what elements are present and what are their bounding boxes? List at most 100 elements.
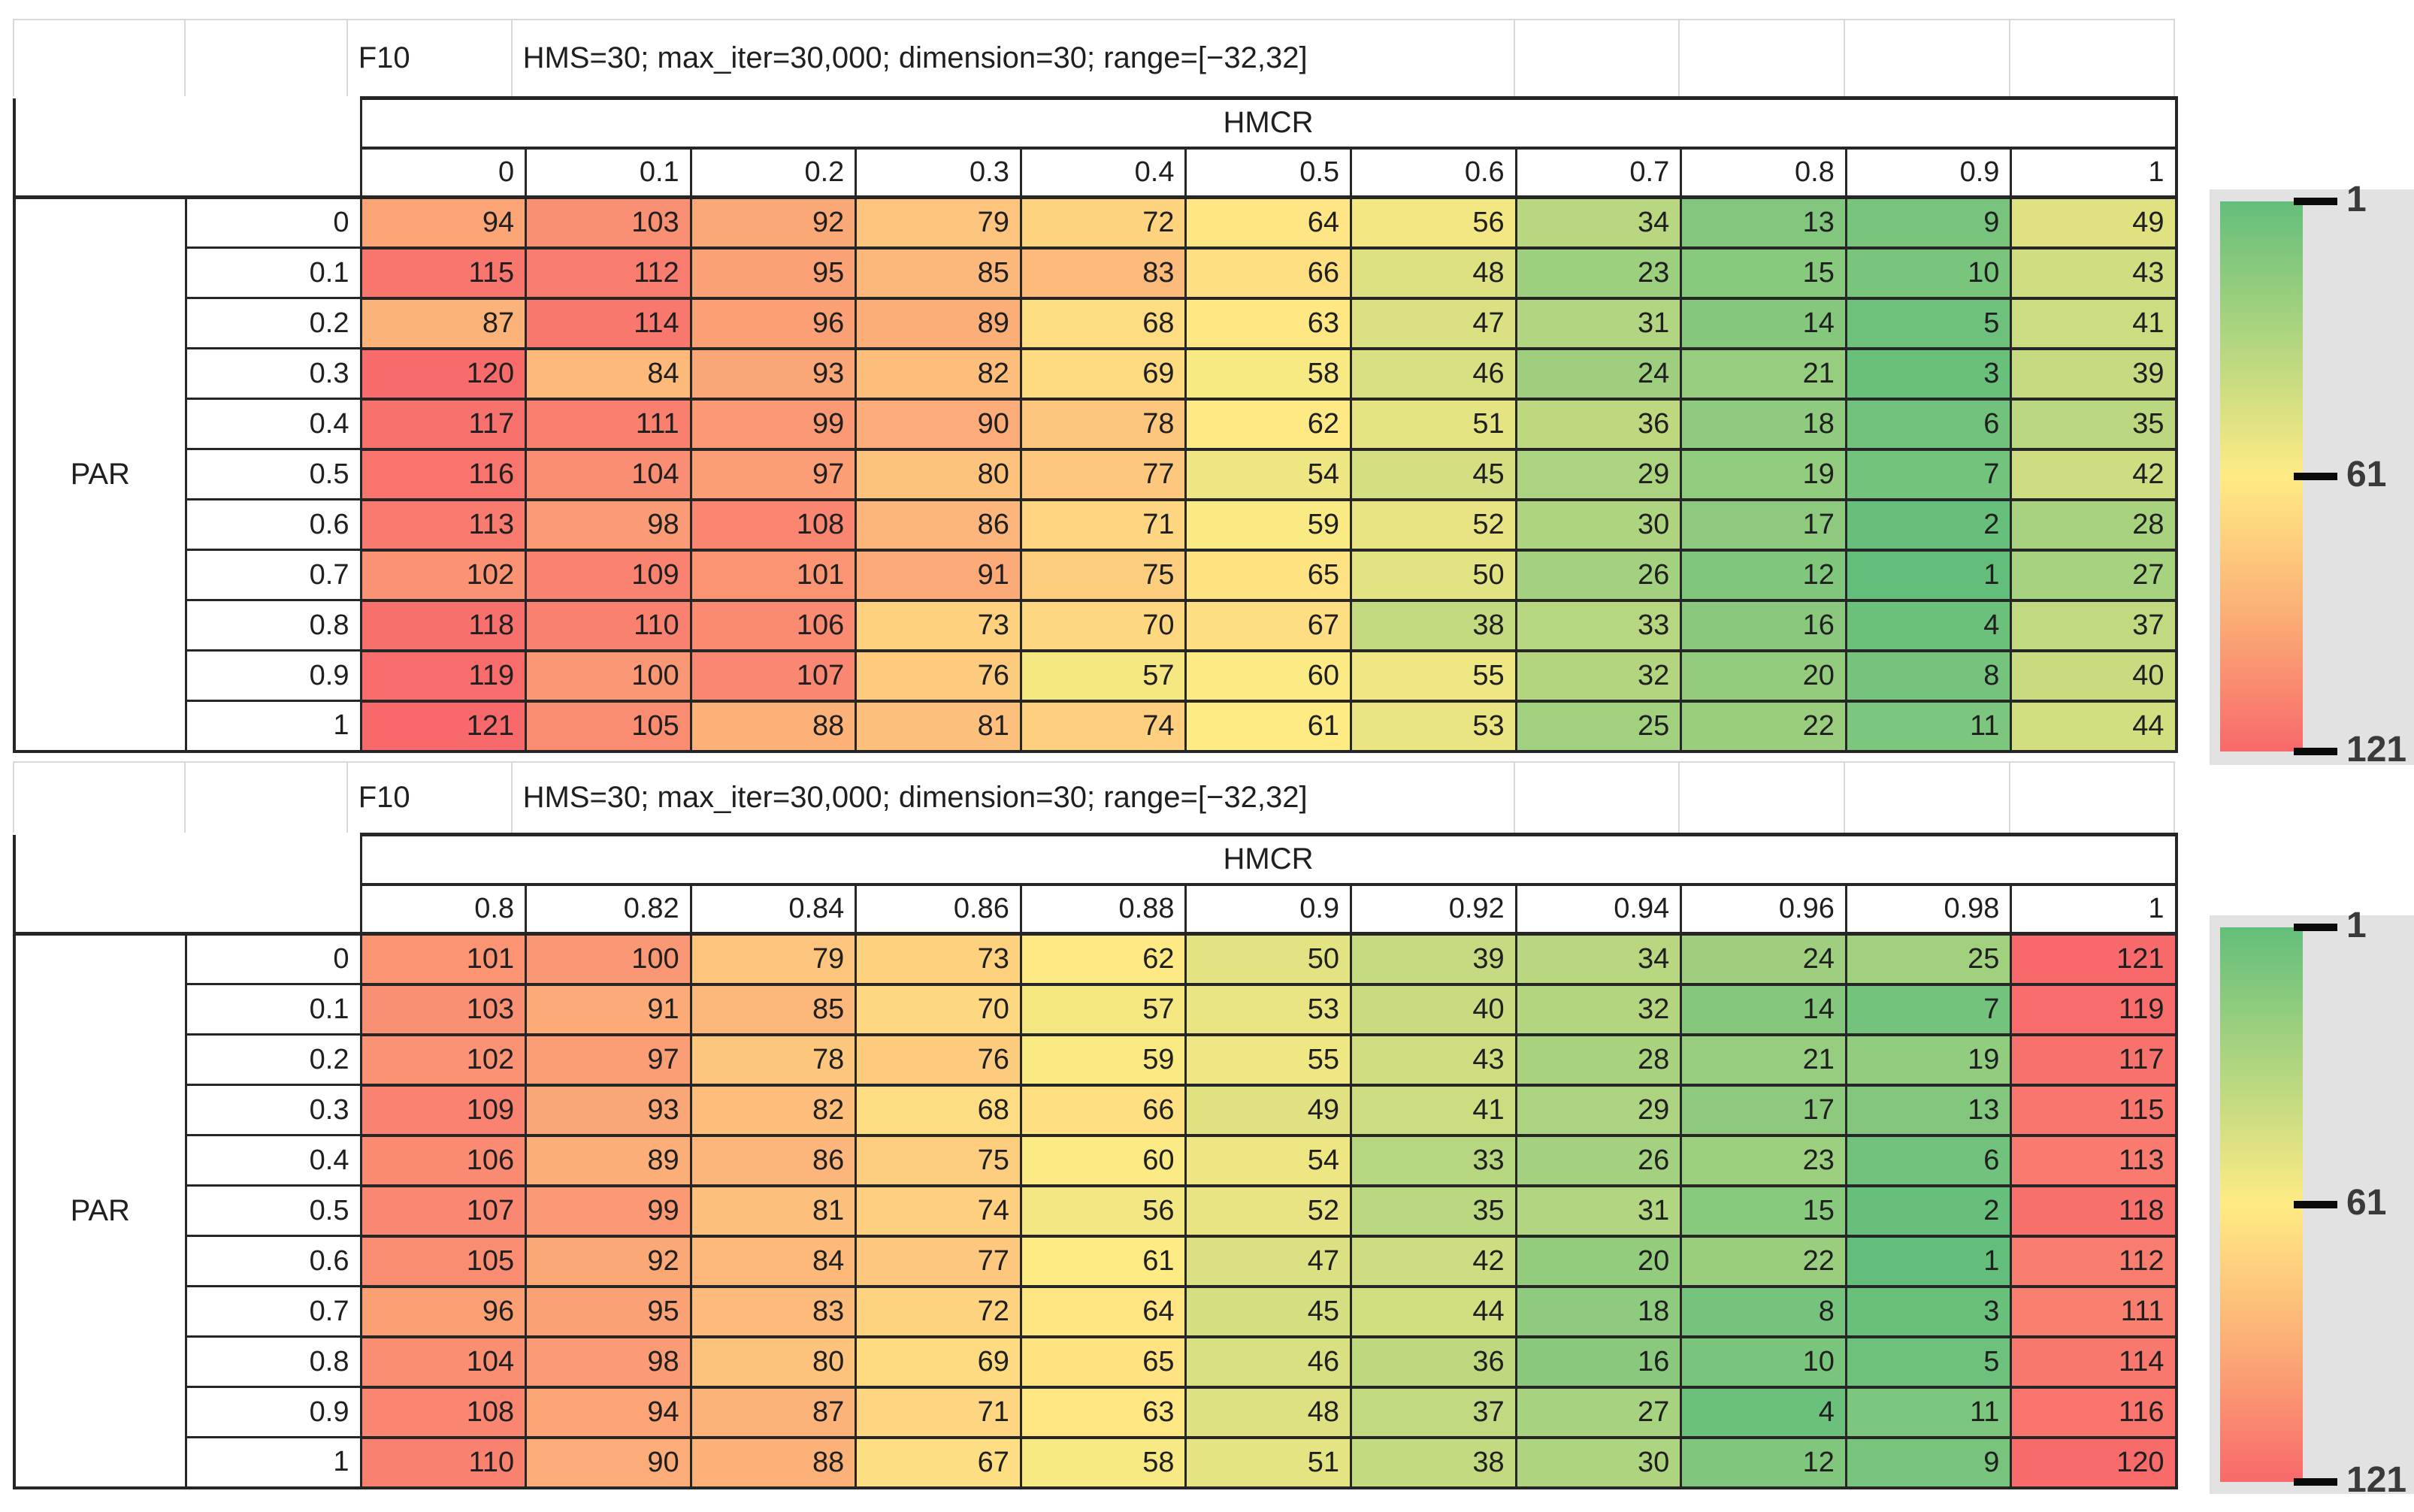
heatmap-cell: 25 [1844,932,2013,986]
heatmap-cell: 75 [1019,548,1187,602]
col-header: 0.2 [689,147,858,199]
heatmap-cell: 11 [1844,699,2013,753]
table-title-band-2: F10 HMS=30; max_iter=30,000; dimension=3… [13,761,2176,833]
heatmap-cell: 21 [1680,346,1847,401]
heatmap-cell: 93 [689,346,858,401]
heatmap-cell: 13 [1680,195,1847,249]
gradient-bar [2220,927,2303,1482]
row-header: 0.5 [184,1184,362,1237]
col-header: 0.4 [1019,147,1187,199]
heatmap-cell: 45 [1184,1284,1353,1338]
heatmap-cell: 76 [855,649,1022,703]
heatmap-cell: 67 [1184,598,1353,652]
heatmap-cell: 65 [1019,1335,1187,1389]
row-header: 0.3 [184,347,362,400]
heatmap-cell: 30 [1514,1435,1683,1489]
heatmap-cell: 111 [2010,1284,2178,1338]
heatmap-cell: 77 [1019,447,1187,501]
heatmap-cell: 24 [1514,346,1683,401]
heatmap-cell: 71 [1019,497,1187,552]
col-header: 0.96 [1680,883,1847,936]
heatmap-cell: 104 [359,1335,528,1389]
heatmap-cell: 66 [1019,1083,1187,1137]
heatmap-cell: 37 [1350,1385,1517,1439]
heatmap-cell: 56 [1350,195,1517,249]
heatmap-cell: 79 [855,195,1022,249]
heatmap-cell: 40 [1350,982,1517,1036]
heatmap-cell: 92 [525,1234,692,1288]
heatmap-table-2: HMCR 0.8 0.82 0.84 0.86 0.88 0.9 0.92 0.94 0.96 0.… [13,833,2178,1489]
row-header: 0.7 [184,1285,362,1338]
heatmap-cell: 109 [525,548,692,602]
hmcr-axis-title: HMCR [359,96,2178,150]
col-header: 0 [359,147,528,199]
heatmap-cell: 89 [525,1133,692,1187]
heatmap-cell: 96 [359,1284,528,1338]
heatmap-cell: 20 [1680,649,1847,703]
heatmap-cell: 36 [1350,1335,1517,1389]
heatmap-cell: 20 [1514,1234,1683,1288]
heatmap-cell: 21 [1680,1033,1847,1087]
tick-label: 61 [2346,455,2387,494]
row-header: 0 [184,933,362,985]
heatmap-cell: 63 [1184,296,1353,350]
heatmap-cell: 55 [1350,649,1517,703]
heatmap-cell: 116 [359,447,528,501]
heatmap-cell: 78 [689,1033,858,1087]
heatmap-cell: 45 [1350,447,1517,501]
heatmap-cell: 92 [689,195,858,249]
heatmap-cell: 97 [525,1033,692,1087]
corner-cell [13,834,362,936]
heatmap-cell: 113 [359,497,528,552]
heatmap-cell: 1 [1844,1234,2013,1288]
heatmap-cell: 77 [855,1234,1022,1288]
heatmap-cell: 34 [1514,195,1683,249]
heatmap-cell: 29 [1514,447,1683,501]
heatmap-cell: 38 [1350,1435,1517,1489]
heatmap-cell: 7 [1844,447,2013,501]
heatmap-cell: 115 [359,246,528,300]
heatmap-cell: 4 [1680,1385,1847,1439]
heatmap-cell: 7 [1844,982,2013,1036]
function-id-cell: F10 [348,20,513,96]
heatmap-cell: 61 [1184,699,1353,753]
row-header: 0.7 [184,549,362,601]
row-header: 0.1 [184,246,362,299]
heatmap-cell: 74 [1019,699,1187,753]
row-header: 0.9 [184,1386,362,1438]
heatmap-cell: 90 [855,397,1022,451]
heatmap-cell: 59 [1184,497,1353,552]
heatmap-cell: 31 [1514,1184,1683,1238]
col-header: 0.6 [1350,147,1517,199]
heatmap-cell: 88 [689,1435,858,1489]
heatmap-cell: 109 [359,1083,528,1137]
heatmap-cell: 100 [525,932,692,986]
heatmap-cell: 70 [855,982,1022,1036]
heatmap-cell: 57 [1019,649,1187,703]
heatmap-cell: 43 [1350,1033,1517,1087]
heatmap-cell: 83 [1019,246,1187,300]
heatmap-cell: 72 [855,1284,1022,1338]
heatmap-cell: 29 [1514,1083,1683,1137]
heatmap-cell: 106 [359,1133,528,1187]
heatmap-cell: 118 [359,598,528,652]
heatmap-cell: 57 [1019,982,1187,1036]
heatmap-cell: 101 [689,548,858,602]
heatmap-cell: 49 [1184,1083,1353,1137]
heatmap-cell: 48 [1184,1385,1353,1439]
heatmap-cell: 70 [1019,598,1187,652]
heatmap-cell: 114 [2010,1335,2178,1389]
heatmap-cell: 44 [1350,1284,1517,1338]
heatmap-cell: 65 [1184,548,1353,602]
heatmap-cell: 32 [1514,982,1683,1036]
parameters-cell: HMS=30; max_iter=30,000; dimension=30; r… [513,763,1515,833]
heatmap-cell: 51 [1350,397,1517,451]
heatmap-cell: 115 [2010,1083,2178,1137]
heatmap-cell: 78 [1019,397,1187,451]
par-axis-title: PAR [13,196,187,753]
heatmap-cell: 107 [359,1184,528,1238]
heatmap-cell: 17 [1680,497,1847,552]
heatmap-cell: 96 [689,296,858,350]
row-header: 0.4 [184,1134,362,1187]
heatmap-cell: 26 [1514,1133,1683,1187]
